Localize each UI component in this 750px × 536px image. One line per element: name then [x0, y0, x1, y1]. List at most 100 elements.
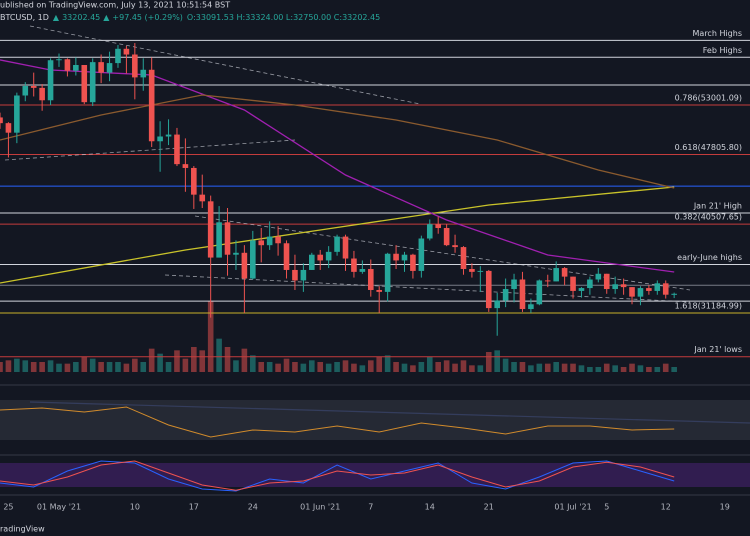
candle-body: [250, 240, 256, 279]
candle-body: [191, 167, 197, 195]
candle-body: [300, 269, 307, 281]
x-axis: 25 01 May '21 10 17 24 01 Jun '21 7 14 21 01 Jul …: [3, 503, 729, 512]
candle-body: [22, 85, 29, 96]
volume-bar: [587, 367, 593, 372]
candle-body: [612, 284, 618, 290]
candle-body: [115, 48, 121, 64]
candle-body: [410, 254, 416, 271]
level-label: March Highs: [693, 29, 742, 38]
volume-bar: [334, 362, 340, 372]
volume-bar: [81, 357, 88, 372]
rsi-layer: [0, 400, 750, 440]
candle-body: [98, 62, 104, 73]
candle-body: [477, 270, 484, 272]
candle-body: [553, 268, 559, 282]
x-tick-label: 25: [3, 503, 13, 512]
candle-body: [443, 228, 450, 246]
candle-body: [89, 62, 96, 103]
volume-bar: [435, 362, 442, 372]
volume-bar: [123, 363, 130, 372]
candle-body: [266, 236, 273, 246]
candle-body: [0, 117, 3, 124]
candle-body: [14, 95, 20, 133]
volume-bar: [241, 348, 248, 372]
volume-bar: [418, 362, 425, 372]
volume-bar: [477, 365, 484, 372]
candle-body: [207, 201, 214, 258]
change: +97.45 (+0.29%): [112, 13, 183, 22]
volume-bar: [140, 362, 147, 372]
volume-bar: [148, 348, 155, 372]
volume-bar: [89, 358, 96, 372]
volume-bar: [47, 360, 54, 372]
candle-body: [393, 253, 399, 261]
stoch-layer: [0, 460, 750, 492]
level-label: 1.618(31184.99): [675, 302, 742, 311]
volume-bar: [64, 363, 71, 372]
volume-bar: [460, 360, 467, 372]
candle-body: [174, 134, 180, 165]
x-tick-label: 19: [720, 503, 730, 512]
volume-bar: [384, 355, 391, 372]
volume-bar: [22, 360, 29, 372]
volume-bar: [536, 363, 543, 372]
volume-bar: [56, 363, 62, 372]
candle-body: [123, 48, 130, 55]
volume-bar: [73, 362, 79, 372]
candle-body: [224, 222, 231, 255]
candle-body: [570, 276, 576, 291]
volume-bar: [426, 357, 433, 372]
volume-bar: [654, 367, 661, 372]
candle-body: [47, 60, 54, 101]
volume-bar: [106, 362, 113, 372]
candle-body: [308, 254, 315, 270]
level-label: early-June highs: [677, 253, 742, 262]
footer-brand: radingView: [0, 525, 45, 534]
x-tick-label: 21: [484, 503, 494, 512]
volume-bar: [283, 358, 290, 372]
candle-body: [654, 283, 661, 291]
candle-body: [342, 236, 349, 259]
volume-layer: [0, 301, 677, 372]
volume-bar: [5, 360, 12, 372]
candle-body: [561, 268, 568, 277]
x-tick-label: 12: [661, 503, 671, 512]
volume-bar: [443, 360, 450, 372]
up-icon: ▲: [53, 13, 60, 22]
level-label: Jan 21' lows: [693, 345, 742, 354]
volume-bar: [250, 355, 256, 372]
candle-body: [435, 224, 442, 229]
candle-body: [620, 284, 627, 288]
candle-body: [283, 243, 290, 270]
volume-bar: [216, 338, 222, 372]
volume-bar: [157, 353, 163, 372]
candle-body: [528, 304, 534, 310]
candle-body: [494, 300, 500, 309]
price: 33202.45: [62, 13, 100, 22]
candle-body: [418, 238, 425, 271]
candle-body: [351, 258, 357, 272]
volume-bar: [367, 360, 374, 372]
candle-body: [519, 279, 526, 310]
candle-body: [401, 254, 408, 261]
candle-body: [334, 236, 340, 252]
candle-body: [359, 269, 366, 272]
candle-body: [460, 247, 467, 270]
volume-bar: [359, 365, 366, 372]
volume-bar: [325, 363, 332, 372]
candle-body: [30, 85, 37, 88]
candle-body: [671, 293, 677, 295]
moving-average: [0, 94, 675, 189]
volume-bar: [174, 350, 180, 372]
candle-body: [275, 236, 281, 244]
x-tick-label: 5: [604, 503, 609, 512]
volume-bar: [132, 358, 138, 372]
volume-bar: [578, 365, 585, 372]
volume-bar: [646, 367, 652, 372]
volume-bar: [603, 363, 610, 372]
candle-body: [241, 252, 248, 279]
symbol-line: BTCUSD, 1D ▲ 33202.45 ▲ +97.45 (+0.29%) O:330…: [0, 13, 380, 22]
candle-body: [367, 269, 374, 290]
volume-bar: [165, 362, 172, 372]
